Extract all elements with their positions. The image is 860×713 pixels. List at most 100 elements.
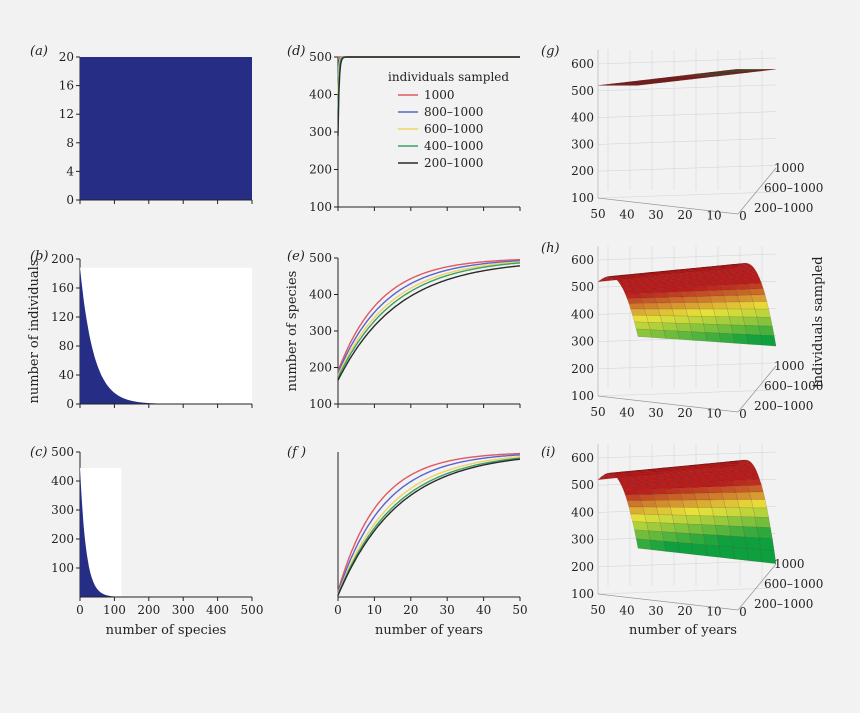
series-line-f-1 <box>337 452 521 592</box>
surface-facet-h <box>725 301 742 310</box>
panel-label-e: (e) <box>287 249 305 264</box>
surface-facet-i <box>638 494 655 501</box>
surface-facet-i <box>716 534 734 548</box>
z-tick-label-h: 400 <box>571 307 594 321</box>
surface-facet-h <box>659 315 677 324</box>
z-tick-label-i: 500 <box>571 478 594 492</box>
series-line-f-5 <box>337 458 521 596</box>
surface-facet-h <box>731 279 748 285</box>
surface-facet-i <box>635 538 653 551</box>
surface-facet-h <box>739 301 756 310</box>
x-tick-label-i: 10 <box>706 605 721 619</box>
surface-facet-h <box>663 330 680 340</box>
surface-facet-i <box>719 485 736 494</box>
surface-facet-i <box>732 546 749 561</box>
grid-line-h <box>597 362 777 370</box>
surface-facet-h <box>711 301 728 310</box>
surface-facet-h <box>754 308 771 318</box>
surface-facet-i <box>640 500 657 508</box>
x-tick-label-i: 30 <box>648 604 663 618</box>
x-tick-label-f: 50 <box>512 603 527 617</box>
surface-facet-i <box>647 530 665 542</box>
plot-area-b <box>80 267 252 404</box>
y-axis-label-b: number of individuals <box>27 260 42 404</box>
surface-facet-h <box>664 287 681 293</box>
surface-facet-i <box>656 506 673 516</box>
y-tick-label-d: 100 <box>309 200 332 214</box>
surface-facet-i <box>716 475 733 482</box>
surface-facet-i <box>670 507 687 516</box>
surface-facet-i <box>691 543 708 557</box>
surface-facet-i <box>695 499 712 508</box>
x-axis-i <box>597 593 739 611</box>
surface-facet-h <box>752 301 769 310</box>
x-axis-label-f: number of years <box>375 623 483 638</box>
surface-facet-h <box>692 285 709 292</box>
legend-entry-3: 600–1000 <box>424 122 483 136</box>
x-tick-label-g: 20 <box>677 208 692 222</box>
surface-facet-h <box>642 302 659 310</box>
surface-facet-h <box>632 314 649 323</box>
y-tick-label-b: 120 <box>51 310 74 324</box>
surface-facet-h <box>730 324 747 335</box>
y-tick-label-e: 400 <box>309 288 332 302</box>
grid-line-g <box>597 84 777 92</box>
y-tick-label-c: 400 <box>51 474 74 488</box>
surface-facet-i <box>675 532 692 544</box>
z-tick-label-g: 200 <box>571 164 594 178</box>
surface-facet-i <box>663 540 680 554</box>
surface-facet-h <box>728 316 746 326</box>
surface-facet-i <box>758 537 775 552</box>
surface-facet-i <box>707 492 724 501</box>
y-tick-label-b: 160 <box>51 281 74 295</box>
panel-label-c: (c) <box>30 445 47 460</box>
surface-facet-i <box>703 534 720 547</box>
surface-facet-h <box>703 323 720 334</box>
surface-facet-i <box>737 499 754 509</box>
x-tick-label-h: 20 <box>677 406 692 420</box>
z-tick-label-i: 100 <box>571 587 594 601</box>
x-tick-label-h: 50 <box>590 405 605 419</box>
series-line-e-5 <box>337 265 521 381</box>
surface-facet-h <box>670 302 687 310</box>
x-tick-label-i: 20 <box>677 604 692 618</box>
surface-facet-i <box>713 515 730 527</box>
surface-facet-i <box>760 549 777 564</box>
legend-entry-1: 1000 <box>424 88 455 102</box>
z-tick-label-g: 100 <box>571 191 594 205</box>
surface-facet-h <box>737 294 754 303</box>
x-tick-label-c: 300 <box>172 603 195 617</box>
x-axis-label-c: number of species <box>106 623 227 638</box>
surface-facet-i <box>646 521 663 532</box>
surface-facet-i <box>647 479 664 485</box>
surface-facet-i <box>664 487 681 495</box>
x-tick-label-f: 40 <box>476 603 491 617</box>
z-tick-label-h: 600 <box>571 253 594 267</box>
surface-facet-i <box>623 489 640 496</box>
surface-facet-h <box>723 295 740 303</box>
surface-facet-h <box>735 288 752 296</box>
series-line-e-4 <box>337 262 521 378</box>
x-tick-label-i: 40 <box>619 603 634 617</box>
surface-facet-h <box>677 330 694 341</box>
x-tick-label-g: 10 <box>706 209 721 223</box>
surface-facet-h <box>630 308 647 316</box>
surface-facet-i <box>743 473 760 481</box>
surface-facet-h <box>695 295 712 303</box>
surface-facet-i <box>730 535 747 549</box>
surface-facet-i <box>742 526 759 539</box>
surface-facet-i <box>671 514 688 525</box>
series-line-e-3 <box>337 261 521 376</box>
surface-facet-h <box>682 296 699 303</box>
surface-facet-i <box>626 500 643 508</box>
x-tick-label-g: 0 <box>739 209 747 223</box>
x-tick-label-i: 50 <box>590 603 605 617</box>
legend-title: individuals sampled <box>388 70 509 84</box>
grid-line-g <box>597 164 777 172</box>
surface-facet-i <box>662 482 679 489</box>
x-tick-label-h: 0 <box>739 407 747 421</box>
panel-label-h: (h) <box>541 241 560 256</box>
surface-facet-i <box>680 493 697 501</box>
surface-facet-i <box>731 479 748 487</box>
